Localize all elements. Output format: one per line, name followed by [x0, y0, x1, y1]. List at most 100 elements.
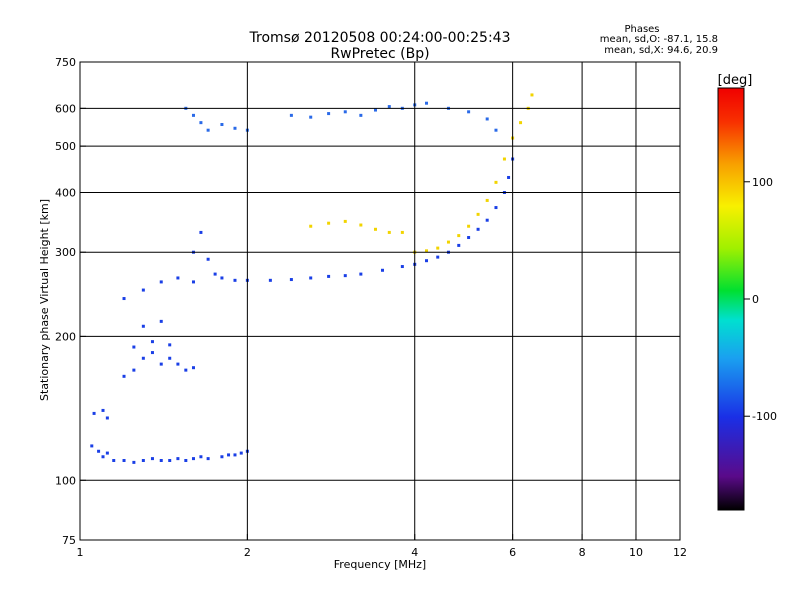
data-point: [92, 411, 96, 415]
x-tick-label: 2: [244, 546, 251, 559]
data-point: [327, 221, 331, 225]
data-point: [159, 280, 163, 284]
data-point: [289, 278, 293, 282]
data-point: [425, 249, 429, 253]
data-point: [184, 368, 188, 372]
colorbar-label: [deg]: [718, 73, 753, 88]
colorbar-ticks: 100 0 -100: [744, 176, 777, 423]
data-point: [530, 93, 534, 97]
data-point: [485, 218, 489, 222]
data-point: [359, 113, 363, 117]
data-point: [359, 223, 363, 227]
y-tick-label: 400: [55, 186, 76, 199]
data-point: [359, 272, 363, 276]
x-axis-ticks: 1 2 4 6 8 10 12: [77, 534, 687, 559]
data-point: [159, 458, 163, 462]
data-point: [191, 280, 195, 284]
data-point: [176, 276, 180, 280]
data-point: [97, 449, 101, 453]
y-axis-label: Stationary phase Virtual Height [km]: [38, 199, 51, 401]
data-point: [101, 455, 105, 459]
x-axis-label: Frequency [MHz]: [334, 558, 426, 571]
data-point: [233, 126, 237, 130]
y-tick-label: 600: [55, 102, 76, 115]
data-point: [199, 121, 203, 125]
data-point: [233, 278, 237, 282]
data-point: [206, 128, 210, 132]
data-point: [327, 112, 331, 116]
data-point: [400, 265, 404, 269]
data-point: [327, 274, 331, 278]
data-point: [485, 117, 489, 121]
y-tick-label: 300: [55, 246, 76, 259]
colorbar-tick-label: 0: [752, 293, 759, 306]
data-point: [380, 268, 384, 272]
y-axis-ticks: 75 100 200 300 400 500 600 750: [55, 56, 86, 547]
data-point: [436, 255, 440, 259]
data-point: [176, 362, 180, 366]
data-point: [227, 453, 231, 457]
data-point: [373, 108, 377, 112]
data-point: [476, 227, 480, 231]
data-point: [400, 230, 404, 234]
data-point: [199, 230, 203, 234]
data-point: [425, 259, 429, 263]
x-tick-label: 8: [579, 546, 586, 559]
data-point: [184, 458, 188, 462]
data-point: [150, 340, 154, 344]
data-point: [159, 319, 163, 323]
data-point: [467, 110, 471, 114]
data-point: [476, 212, 480, 216]
y-tick-label: 200: [55, 330, 76, 343]
data-point: [105, 451, 109, 455]
data-point: [220, 123, 224, 127]
data-point: [387, 105, 391, 109]
data-point: [141, 458, 145, 462]
data-point: [467, 224, 471, 228]
data-point: [122, 458, 126, 462]
x-tick-label: 1: [77, 546, 84, 559]
data-point: [112, 458, 116, 462]
data-point: [446, 240, 450, 244]
data-point: [289, 113, 293, 117]
grid-lines: [80, 62, 680, 540]
data-point: [168, 343, 172, 347]
data-point: [132, 345, 136, 349]
data-point: [309, 224, 313, 228]
data-point: [122, 374, 126, 378]
data-point: [494, 180, 498, 184]
data-point: [343, 219, 347, 223]
data-point: [457, 243, 461, 247]
y-tick-label: 75: [62, 534, 76, 547]
data-point: [159, 362, 163, 366]
data-point: [387, 230, 391, 234]
y-tick-label: 750: [55, 56, 76, 69]
data-point: [150, 351, 154, 355]
data-point: [105, 416, 109, 420]
stats-x-mode: mean, sd,X: 94.6, 20.9: [604, 45, 718, 56]
data-point: [309, 276, 313, 280]
data-point: [213, 272, 217, 276]
data-point: [150, 457, 154, 461]
x-tick-label: 12: [673, 546, 687, 559]
chart-subtitle: RwPretec (Bp): [330, 46, 429, 62]
data-point: [191, 113, 195, 117]
data-point: [132, 368, 136, 372]
x-tick-label: 4: [411, 546, 418, 559]
data-point: [220, 276, 224, 280]
data-point: [191, 366, 195, 370]
data-point: [239, 451, 243, 455]
x-tick-label: 10: [629, 546, 643, 559]
stats-heading: Phases: [624, 24, 659, 35]
data-point: [494, 206, 498, 210]
data-point: [467, 236, 471, 240]
data-point: [233, 453, 237, 457]
data-point: [90, 444, 94, 448]
data-point: [343, 274, 347, 278]
plot-frame: [79, 61, 681, 541]
data-point: [141, 288, 145, 292]
data-point: [101, 408, 105, 412]
data-point: [309, 115, 313, 119]
data-point: [373, 227, 377, 231]
